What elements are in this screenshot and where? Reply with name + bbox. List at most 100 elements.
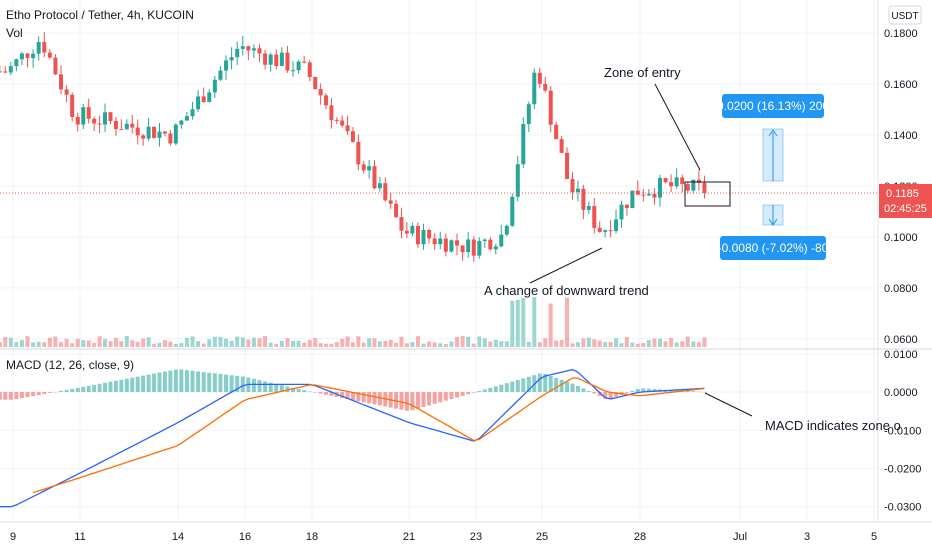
volume-bar xyxy=(603,342,608,347)
candle-body xyxy=(624,204,629,209)
time-tick-label: 3 xyxy=(804,531,810,543)
volume-bar xyxy=(624,337,629,347)
macd-histogram-bar xyxy=(669,390,674,393)
volume-bar xyxy=(377,341,382,347)
macd-histogram-bar xyxy=(75,387,80,393)
macd-histogram-bar xyxy=(97,383,102,393)
volume-bar xyxy=(559,340,564,347)
candle-body xyxy=(532,72,537,105)
candle-body xyxy=(394,203,399,218)
candle-body xyxy=(324,95,329,106)
macd-histogram-bar xyxy=(291,387,296,393)
macd-histogram-bar xyxy=(302,390,307,393)
candle-body xyxy=(575,188,580,192)
macd-histogram-bar xyxy=(410,392,415,411)
time-tick-label: 21 xyxy=(403,531,415,543)
macd-axis[interactable]: 0.0100 0.0000 -0.0100 -0.0200 -0.0300 xyxy=(884,349,921,514)
candle-body xyxy=(19,53,24,60)
macd-histogram-bar xyxy=(42,392,47,394)
volume-bar xyxy=(410,342,415,347)
volume-bar xyxy=(597,340,602,347)
macd-histogram-bar xyxy=(565,381,570,393)
macd-histogram-bar xyxy=(421,392,426,408)
volume-bar xyxy=(53,336,58,347)
candle-body xyxy=(75,116,80,125)
volume-bar xyxy=(499,341,504,347)
candle-body xyxy=(646,193,651,196)
volume-bar xyxy=(581,338,586,347)
volume-bar xyxy=(124,336,129,347)
stop-arrow-head xyxy=(768,218,778,226)
volume-bar xyxy=(224,338,229,347)
position-tool[interactable]: 0.0200 (16.13%) 200 -0.0080 (-7.02%) -80 xyxy=(717,94,829,260)
candle-body xyxy=(263,53,268,65)
macd-histogram-bar xyxy=(361,392,366,403)
volume-bar xyxy=(313,338,318,347)
candle-body xyxy=(652,193,657,198)
candle-body xyxy=(586,205,591,210)
candle-body xyxy=(302,61,307,63)
candle-body xyxy=(235,48,240,58)
macd-histogram-bar xyxy=(146,374,151,393)
candle-body xyxy=(543,83,548,91)
macd-histogram-bar xyxy=(240,376,245,393)
macd-histogram-bar xyxy=(493,386,498,393)
candle-body xyxy=(212,79,217,93)
candle-body xyxy=(597,227,602,232)
macd-histogram-bar xyxy=(47,392,52,393)
price-axis[interactable]: 0.18000.16000.14000.12000.10000.08000.06… xyxy=(884,28,918,346)
macd-histogram-bar xyxy=(324,392,329,395)
candle-body xyxy=(471,239,476,256)
volume-bar xyxy=(130,340,135,347)
volume-bar xyxy=(565,297,570,347)
volume-bar xyxy=(59,342,64,347)
target-arrow-head xyxy=(768,129,778,137)
candle-body xyxy=(449,240,454,252)
zone-of-entry-text: Zone of entry xyxy=(604,65,681,80)
candle-body xyxy=(279,52,284,66)
candle-body xyxy=(274,54,279,66)
volume-bar xyxy=(356,336,361,347)
macd-histogram-bar xyxy=(603,392,608,399)
volume-bar xyxy=(296,340,301,347)
candle-body xyxy=(113,120,118,130)
volume-bar xyxy=(460,336,465,347)
volume-bar xyxy=(218,336,223,347)
macd-histogram-bar xyxy=(404,392,409,411)
macd-histogram-bar xyxy=(482,389,487,393)
volume-bar xyxy=(399,336,404,347)
volume-bar xyxy=(302,342,307,347)
candle-body xyxy=(307,62,312,77)
candle-body xyxy=(372,166,377,189)
bar-countdown: 02:45:25 xyxy=(884,203,927,215)
volume-bar xyxy=(64,338,69,347)
candle-body xyxy=(103,112,108,125)
candle-body xyxy=(345,125,350,132)
macd-histogram-bar xyxy=(113,380,118,393)
candle-body xyxy=(415,225,420,245)
volume-bar xyxy=(3,336,8,347)
candle-body xyxy=(526,104,531,124)
candle-body xyxy=(285,52,290,71)
candle-body xyxy=(168,133,173,144)
volume-bar xyxy=(388,339,393,347)
macd-histogram-bar xyxy=(372,392,377,405)
macd-histogram-bar xyxy=(307,391,312,393)
entry-zone-box[interactable] xyxy=(684,181,731,207)
macd-histogram-bar xyxy=(103,382,108,393)
macd-line xyxy=(0,368,705,508)
volume-bar xyxy=(97,336,102,347)
candle-body xyxy=(334,119,339,121)
volume-bar xyxy=(103,338,108,347)
candle-body xyxy=(696,179,701,183)
macd-histogram-bar xyxy=(477,391,482,393)
macd-histogram-bar xyxy=(443,392,448,401)
candle-body xyxy=(608,230,613,232)
time-axis[interactable]: 9 11 14 16 18 21 23 25 28 Jul 3 5 xyxy=(10,531,877,543)
macd-histogram-bar xyxy=(460,392,465,396)
price-tick-label: 0.1000 xyxy=(884,232,918,244)
currency-badge[interactable] xyxy=(888,5,922,25)
volume-bar xyxy=(141,338,146,347)
macd-histogram-bar xyxy=(196,371,201,393)
